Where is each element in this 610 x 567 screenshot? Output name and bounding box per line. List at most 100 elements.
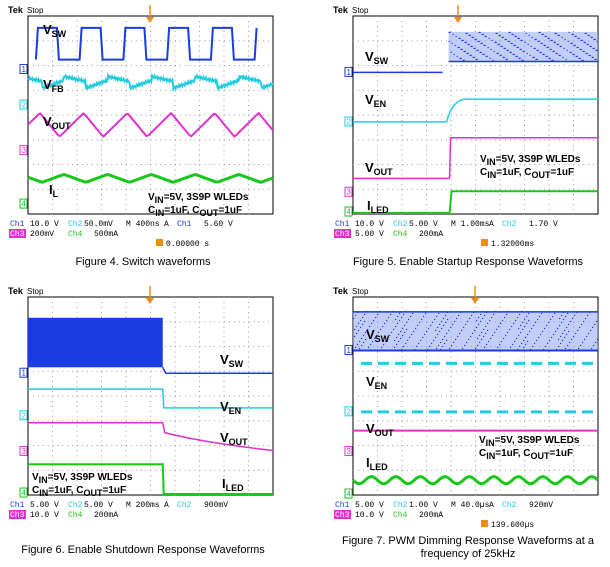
grid-dot [52, 89, 54, 91]
grid-dot [509, 139, 511, 141]
grid-dot [524, 386, 525, 388]
grid-dot [499, 70, 501, 72]
vsw-band-dot [462, 347, 464, 350]
grid-dot [263, 114, 265, 116]
status-row2-field: 200mV [30, 230, 54, 239]
ch3-marker [19, 445, 28, 456]
grid-dot [583, 395, 585, 397]
grid-dot [593, 164, 595, 165]
grid-dot [101, 490, 102, 492]
grid-dot [248, 164, 250, 165]
grid-dot [96, 370, 98, 372]
grid-dot [243, 89, 245, 91]
grid-dot [524, 475, 525, 477]
grid-dot [52, 139, 54, 141]
grid-dot [101, 301, 102, 303]
grid-dot [219, 114, 221, 116]
vsw-band-dot [405, 342, 407, 345]
grid-dot [77, 40, 78, 42]
grid-dot [37, 188, 39, 190]
grid-dot [475, 425, 476, 427]
grid-dot [170, 114, 172, 116]
grid-dot [223, 20, 225, 22]
grid-dot [248, 351, 249, 353]
vsw-band-dot [476, 326, 478, 329]
grid-dot [377, 435, 378, 437]
vsw-band-dot [505, 334, 507, 337]
grid-dot [548, 129, 550, 131]
grid-dot [593, 370, 595, 372]
grid-dot [91, 40, 93, 42]
grid-dot [377, 381, 378, 383]
grid-dot [32, 65, 34, 66]
grid-dot [500, 395, 501, 397]
grid-dot [372, 445, 374, 446]
grid-dot [174, 366, 176, 368]
grid-dot [248, 366, 249, 368]
vsw-band-dot [496, 328, 498, 331]
grid-dot [101, 469, 103, 471]
grid-dot [76, 214, 78, 215]
vsw-band-dot [582, 50, 584, 53]
status-row1-field: 1.70 V [529, 220, 558, 229]
grid-dot [52, 311, 53, 313]
status-row1-field: Ch1 [335, 220, 350, 229]
grid-dot [509, 188, 511, 190]
grid-dot [150, 16, 151, 17]
vsw-band-dot [594, 58, 596, 61]
grid-dot [175, 40, 176, 42]
grid-dot [568, 139, 570, 141]
vsw-band-dot [520, 324, 522, 327]
grid-dot [170, 445, 172, 446]
grid-dot [125, 60, 127, 62]
grid-dot [387, 65, 389, 66]
grid-dot [184, 420, 186, 422]
vsw-band-dot [541, 312, 543, 315]
grid-dot [238, 40, 240, 42]
grid-dot [524, 149, 525, 151]
grid-dot [387, 89, 389, 91]
trigger-position: 1.32000ms [491, 240, 534, 249]
grid-dot [406, 395, 408, 397]
grid-dot [402, 40, 403, 42]
vsw-band-dot [499, 54, 501, 57]
grid-dot [426, 495, 427, 496]
vsw-band-dot [402, 334, 404, 337]
grid-dot [223, 95, 225, 97]
vsw-band-dot [536, 58, 538, 61]
grid-dot [524, 204, 525, 206]
grid-dot [223, 214, 225, 215]
grid-dot [199, 30, 200, 32]
grid-dot [248, 460, 249, 462]
grid-dot [150, 485, 151, 487]
grid-dot [475, 105, 476, 107]
vsw-band-dot [539, 51, 541, 54]
grid-dot [223, 55, 225, 57]
grid-dot [548, 415, 550, 417]
grid-dot [431, 40, 433, 42]
grid-dot [598, 346, 599, 347]
label-iled: ILED [367, 198, 389, 215]
grid-dot [353, 164, 354, 165]
grid-dot [76, 301, 78, 303]
grid-dot [214, 321, 216, 323]
grid-dot [499, 214, 501, 215]
vsw-band-dot [495, 41, 497, 44]
status-row2-field: Ch4 [393, 511, 408, 520]
grid-dot [401, 485, 403, 487]
grid-dot [548, 124, 550, 126]
grid-dot [524, 455, 525, 457]
grid-dot [568, 65, 570, 66]
grid-dot [548, 366, 550, 368]
grid-dot [573, 460, 574, 462]
grid-dot [150, 495, 151, 496]
vsw-band-dot [564, 336, 566, 339]
grid-dot [77, 445, 78, 446]
grid-dot [524, 16, 525, 17]
vsw-band-dot [446, 332, 448, 335]
grid-dot [101, 460, 102, 462]
vsw-band-dot [561, 314, 563, 317]
grid-dot [539, 445, 541, 446]
grid-dot [426, 169, 427, 171]
vsw-band-dot [466, 52, 468, 55]
